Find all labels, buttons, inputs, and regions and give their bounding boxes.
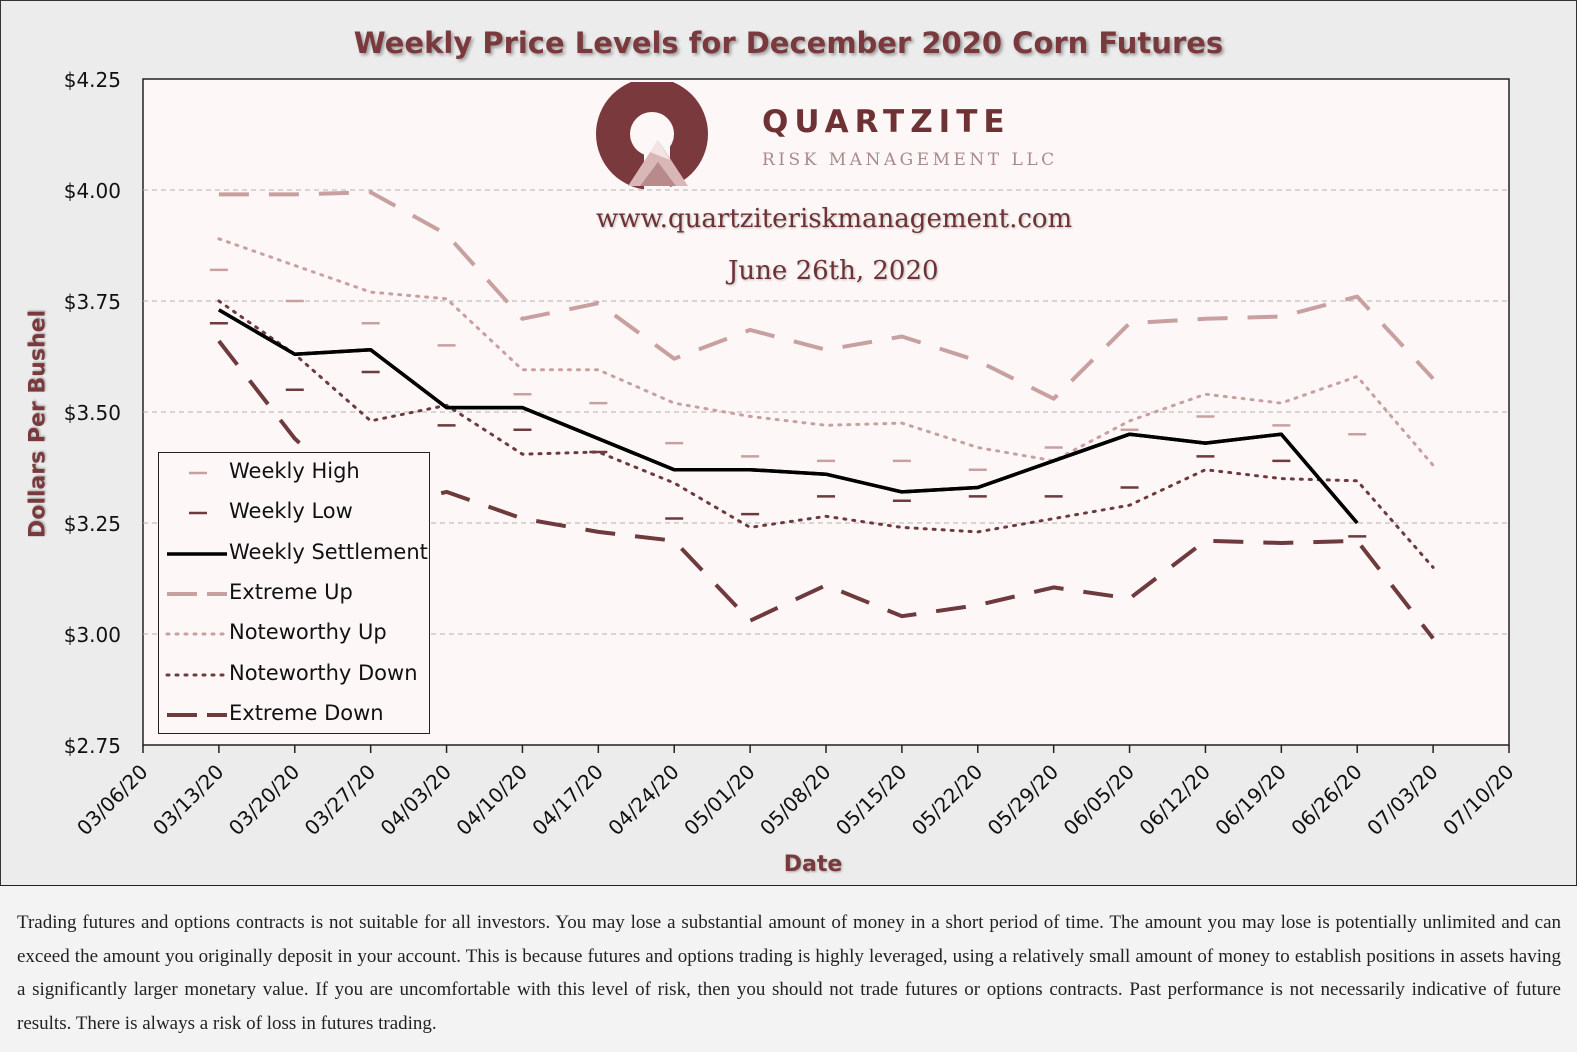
- legend: Weekly High Weekly Low Weekly Settlement Ex…: [158, 452, 430, 734]
- legend-swatch: [165, 673, 227, 676]
- legend-label: Noteworthy Down: [229, 660, 418, 685]
- x-tick-label: 07/10/20: [1438, 760, 1518, 840]
- legend-item-noteworthy-up: Noteworthy Up: [159, 614, 429, 654]
- series-line-weekly-settlement-top: [218, 308, 1359, 525]
- report-date: June 26th, 2020: [728, 256, 939, 286]
- x-tick-label: 05/22/20: [907, 760, 987, 840]
- x-tick-label: 05/29/20: [983, 760, 1063, 840]
- legend-item-weekly-high: Weekly High: [159, 453, 429, 493]
- y-tick-label: $3.00: [64, 623, 121, 647]
- y-tick-label: $3.25: [64, 512, 121, 536]
- legend-swatch: [167, 712, 227, 717]
- legend-item-weekly-settlement: Weekly Settlement: [159, 534, 429, 574]
- legend-item-extreme-down: Extreme Down: [159, 695, 429, 735]
- legend-swatch: [189, 471, 207, 475]
- series-line-noteworthy-down: [217, 299, 1435, 569]
- legend-label: Extreme Down: [229, 700, 384, 725]
- legend-label: Noteworthy Up: [229, 620, 387, 645]
- x-tick-label: 04/24/20: [603, 760, 683, 840]
- x-tick-label: 04/10/20: [451, 760, 531, 840]
- legend-item-noteworthy-down: Noteworthy Down: [159, 655, 429, 695]
- y-tick-label: $3.75: [64, 290, 121, 314]
- y-tick-label: $4.00: [64, 179, 121, 203]
- legend-swatch: [167, 551, 227, 556]
- disclaimer-text: Trading futures and options contracts is…: [0, 885, 1577, 1052]
- x-tick-label: 03/06/20: [72, 760, 152, 840]
- y-tick-label: $4.25: [64, 68, 121, 92]
- x-tick-label: 04/17/20: [527, 760, 607, 840]
- x-tick-label: 05/15/20: [831, 760, 911, 840]
- legend-swatch: [165, 632, 227, 636]
- legend-label: Weekly Settlement: [229, 539, 428, 564]
- chart-title: Weekly Price Levels for December 2020 Co…: [353, 26, 1224, 60]
- brand-url: www.quartziteriskmanagement.com: [596, 204, 1073, 234]
- x-tick-label: 03/13/20: [148, 760, 228, 840]
- y-axis-label: Dollars Per Bushel: [25, 309, 51, 539]
- x-tick-label: 06/05/20: [1059, 760, 1139, 840]
- brand-subtitle: RISK MANAGEMENT LLC: [762, 150, 1058, 170]
- legend-label: Weekly Low: [229, 499, 353, 524]
- x-tick-label: 04/03/20: [376, 760, 456, 840]
- x-tick-label: 03/27/20: [300, 760, 380, 840]
- legend-label: Weekly High: [229, 459, 360, 483]
- legend-swatch: [167, 591, 227, 596]
- legend-item-weekly-low: Weekly Low: [159, 493, 429, 533]
- x-tick-label: 06/19/20: [1210, 760, 1290, 840]
- x-tick-label: 03/20/20: [224, 760, 304, 840]
- x-tick-label: 06/26/20: [1286, 760, 1366, 840]
- legend-label: Extreme Up: [229, 579, 353, 604]
- legend-swatch: [189, 512, 207, 515]
- x-tick-label: 05/08/20: [755, 760, 835, 840]
- x-tick-label: 06/12/20: [1134, 760, 1214, 840]
- legend-item-extreme-up: Extreme Up: [159, 574, 429, 614]
- x-axis-label: Date: [783, 852, 843, 877]
- x-tick-label: 07/03/20: [1362, 760, 1442, 840]
- y-tick-label: $2.75: [64, 734, 121, 758]
- brand-name: QUARTZITE: [762, 104, 1011, 140]
- series-line-extreme-up: [218, 190, 1435, 401]
- x-tick-label: 05/01/20: [679, 760, 759, 840]
- quartzite-logo: [596, 82, 708, 190]
- y-tick-label: $3.50: [64, 401, 121, 425]
